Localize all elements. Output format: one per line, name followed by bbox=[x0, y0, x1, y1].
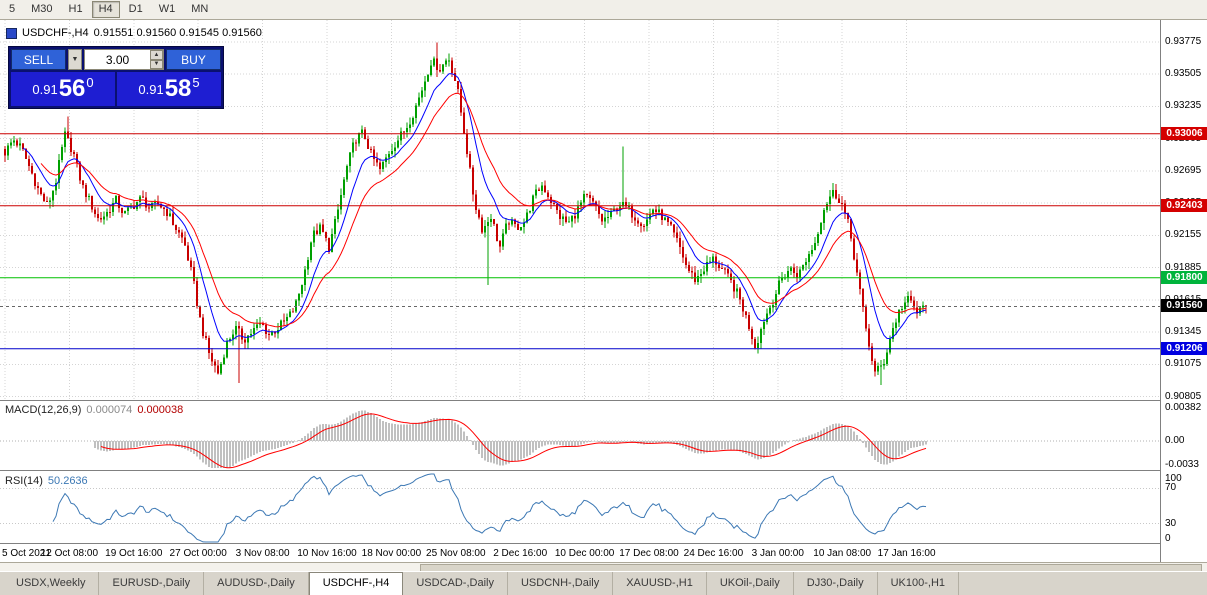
level-price-badge: 0.92403 bbox=[1161, 198, 1207, 212]
price-tick-label: 0.93775 bbox=[1165, 36, 1202, 47]
rsi-tick-label: 0 bbox=[1165, 533, 1171, 544]
rsi-indicator-label: RSI(14) 50.2636 bbox=[5, 475, 88, 487]
buy-button[interactable]: BUY bbox=[166, 49, 221, 70]
rsi-name: RSI(14) bbox=[5, 475, 43, 487]
rsi-tick-label: 100 bbox=[1165, 473, 1182, 484]
lot-increase-button[interactable]: ▲ bbox=[150, 50, 163, 60]
chart-tabbar: USDX,Weekly EURUSD-,Daily AUDUSD-,Daily USD… bbox=[0, 571, 1207, 595]
macd-name: MACD(12,26,9) bbox=[5, 404, 82, 416]
chart-tab-dj30-daily[interactable]: DJ30-,Daily bbox=[794, 572, 878, 595]
price-tick-label: 0.91345 bbox=[1165, 326, 1202, 338]
price-tick-label: 0.92695 bbox=[1165, 164, 1202, 176]
lot-size-field[interactable]: 3.00 ▲ ▼ bbox=[84, 49, 164, 70]
rsi-tick-label: 70 bbox=[1165, 482, 1177, 494]
chart-tab-xauusd-h1[interactable]: XAUUSD-,H1 bbox=[613, 572, 707, 595]
price-tick-label: 0.92155 bbox=[1165, 229, 1202, 241]
chart-tab-usdx-weekly[interactable]: USDX,Weekly bbox=[3, 572, 100, 595]
time-axis-label: 12 Oct 08:00 bbox=[40, 548, 99, 559]
price-tick-label: 0.91615 bbox=[1165, 294, 1201, 305]
buy-price-box[interactable]: 0.91 58 5 bbox=[117, 72, 221, 106]
chart-ohlc-values: 0.91551 0.91560 0.91545 0.91560 bbox=[93, 27, 262, 39]
chart-title: USDCHF-,H4 0.91551 0.91560 0.91545 0.915… bbox=[6, 27, 262, 39]
buy-price-big: 58 bbox=[164, 75, 192, 102]
lot-size-value[interactable]: 3.00 bbox=[105, 52, 130, 67]
chart-tab-uk100-h1[interactable]: UK100-,H1 bbox=[878, 572, 960, 595]
sell-price-box[interactable]: 0.91 56 0 bbox=[11, 72, 115, 106]
time-axis-label: 18 Nov 00:00 bbox=[361, 548, 422, 559]
sell-price-sup: 0 bbox=[86, 74, 94, 90]
macd-indicator-label: MACD(12,26,9) 0.000074 0.000038 bbox=[5, 404, 183, 416]
time-axis-label: 17 Jan 16:00 bbox=[877, 548, 936, 559]
level-price-badge: 0.93006 bbox=[1161, 126, 1207, 140]
time-axis-label: 27 Oct 00:00 bbox=[169, 548, 227, 559]
level-price-badge: 0.91800 bbox=[1161, 270, 1207, 284]
time-axis-label: 25 Nov 08:00 bbox=[426, 548, 486, 559]
time-axis-label: 2 Dec 16:00 bbox=[493, 548, 548, 559]
price-tick-label: 0.93505 bbox=[1165, 68, 1202, 80]
macd-tick-label: 0.00382 bbox=[1165, 402, 1202, 413]
price-axis: 0.937750.935050.932350.929650.926950.924… bbox=[1160, 20, 1207, 562]
timeframe-toolbar: 5 M30 H1 H4 D1 W1 MN bbox=[0, 0, 1207, 20]
price-tick-label: 0.93235 bbox=[1165, 100, 1202, 112]
macd-main-value: 0.000074 bbox=[86, 404, 133, 416]
timeframe-button-H4[interactable]: H4 bbox=[91, 1, 120, 18]
sell-price-big: 56 bbox=[58, 75, 86, 102]
macd-tick-label: 0.00 bbox=[1165, 435, 1185, 446]
chart-window-icon bbox=[6, 27, 17, 39]
time-axis: 5 Oct 2021 12 Oct 08:00 19 Oct 16:00 27 Oct… bbox=[0, 544, 1160, 562]
chart-tab-eurusd-daily[interactable]: EURUSD-,Daily bbox=[99, 572, 205, 595]
timeframe-button-D1[interactable]: D1 bbox=[122, 1, 150, 18]
lot-dropdown-button[interactable]: ▼ bbox=[68, 49, 82, 70]
sell-price-base: 0.91 bbox=[32, 81, 58, 97]
macd-tick-label: -0.0033 bbox=[1165, 459, 1199, 470]
chart-tab-ukoil-daily[interactable]: UKOil-,Daily bbox=[707, 572, 794, 595]
current-price-badge: 0.91560 bbox=[1161, 299, 1207, 313]
price-tick-label: 0.91885 bbox=[1165, 261, 1202, 273]
time-axis-label: 19 Oct 16:00 bbox=[105, 548, 163, 559]
chart-tab-audusd-daily[interactable]: AUDUSD-,Daily bbox=[204, 572, 309, 595]
level-price-badge: 0.91206 bbox=[1161, 341, 1207, 355]
chart-symbol: USDCHF-,H4 bbox=[22, 27, 89, 39]
chart-tab-usdchf-h4[interactable]: USDCHF-,H4 bbox=[308, 572, 404, 595]
lot-decrease-button[interactable]: ▼ bbox=[150, 59, 163, 69]
time-axis-label: 17 Dec 08:00 bbox=[619, 548, 679, 559]
time-axis-label: 10 Jan 08:00 bbox=[813, 548, 872, 559]
price-tick-label: 0.90805 bbox=[1165, 390, 1202, 402]
timeframe-button-M30[interactable]: M30 bbox=[24, 1, 59, 18]
time-axis-label: 24 Dec 16:00 bbox=[683, 548, 744, 559]
timeframe-button-W1[interactable]: W1 bbox=[152, 1, 183, 18]
chart-tab-usdcnh-daily[interactable]: USDCNH-,Daily bbox=[508, 572, 614, 595]
price-tick-label: 0.91075 bbox=[1165, 358, 1202, 370]
lot-spinner: ▲ ▼ bbox=[150, 50, 163, 69]
time-axis-label: 3 Nov 08:00 bbox=[235, 548, 290, 559]
time-axis-label: 3 Jan 00:00 bbox=[751, 548, 804, 559]
macd-signal-value: 0.000038 bbox=[137, 404, 184, 416]
rsi-value: 50.2636 bbox=[47, 475, 88, 487]
buy-price-sup: 5 bbox=[192, 74, 200, 90]
time-axis-label: 10 Dec 00:00 bbox=[554, 548, 615, 559]
timeframe-button-5[interactable]: 5 bbox=[2, 1, 22, 18]
one-click-trading-panel: SELL ▼ 3.00 ▲ ▼ BUY 0.91 56 0 0.91 58 5 bbox=[8, 46, 224, 109]
timeframe-button-H1[interactable]: H1 bbox=[62, 1, 90, 18]
buy-price-base: 0.91 bbox=[138, 81, 164, 97]
rsi-tick-label: 30 bbox=[1165, 517, 1177, 529]
chart-tab-usdcad-daily[interactable]: USDCAD-,Daily bbox=[403, 572, 508, 595]
time-axis-label: 10 Nov 16:00 bbox=[297, 548, 357, 559]
sell-button[interactable]: SELL bbox=[11, 49, 66, 70]
time-axis-label: 5 Oct 2021 bbox=[2, 548, 51, 559]
timeframe-button-MN[interactable]: MN bbox=[184, 1, 215, 18]
